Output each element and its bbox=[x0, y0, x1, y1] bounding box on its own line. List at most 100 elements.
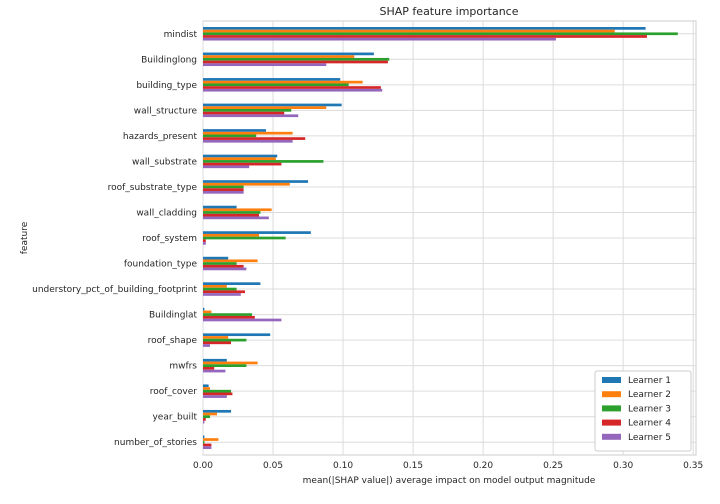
bar-learner-1 bbox=[203, 129, 267, 132]
bar-learner-2 bbox=[203, 29, 615, 33]
x-tick-label: 0.10 bbox=[333, 461, 353, 471]
bar-learner-1 bbox=[203, 205, 237, 209]
y-tick-label: Buildinglat bbox=[149, 311, 198, 321]
plot-area bbox=[202, 20, 697, 456]
bar-marks bbox=[203, 27, 678, 449]
bar-learner-2 bbox=[203, 157, 276, 161]
bar-learner-3 bbox=[203, 109, 292, 112]
bar-learner-5 bbox=[203, 165, 250, 169]
legend-swatch bbox=[602, 419, 621, 426]
bar-learner-5 bbox=[203, 420, 205, 424]
x-tick-label: 0.35 bbox=[683, 461, 703, 471]
x-tick-label: 0.20 bbox=[473, 461, 493, 471]
x-tick-label: 0.25 bbox=[543, 461, 563, 471]
bar-learner-5 bbox=[203, 190, 244, 194]
bar-learner-5 bbox=[203, 293, 241, 296]
bar-learner-1 bbox=[203, 409, 232, 413]
bar-learner-5 bbox=[203, 37, 556, 41]
bar-learner-2 bbox=[203, 182, 290, 186]
bar-learner-5 bbox=[203, 395, 227, 398]
bar-learner-3 bbox=[203, 415, 211, 419]
bar-learner-4 bbox=[203, 264, 244, 268]
y-tick-label: roof_substrate_type bbox=[108, 183, 198, 193]
bar-learner-1 bbox=[203, 27, 646, 30]
bar-learner-3 bbox=[203, 83, 349, 87]
bar-learner-5 bbox=[203, 139, 293, 143]
bar-learner-2 bbox=[203, 208, 272, 212]
y-axis-title: feature bbox=[20, 221, 30, 254]
bar-learner-4 bbox=[203, 188, 244, 191]
bar-learner-3 bbox=[203, 364, 247, 367]
bar-learner-4 bbox=[203, 443, 212, 447]
bar-learner-3 bbox=[203, 313, 253, 316]
bar-learner-4 bbox=[203, 239, 206, 243]
y-tick-label: roof_system bbox=[142, 234, 197, 244]
x-tick-label: 0.05 bbox=[263, 461, 283, 471]
legend-box bbox=[594, 370, 692, 452]
bar-learner-4 bbox=[203, 111, 285, 115]
bar-learner-4 bbox=[203, 60, 388, 64]
legend: Learner 1 Learner 2 Learner 3 Learner 4 Lear… bbox=[594, 370, 692, 452]
bar-learner-1 bbox=[203, 256, 229, 260]
bar-learner-5 bbox=[203, 369, 226, 373]
y-tick-labels: mindist Buildinglong building_type wall_str… bbox=[32, 30, 197, 448]
bar-learner-1 bbox=[203, 307, 205, 311]
legend-swatch bbox=[602, 391, 621, 398]
bar-learner-1 bbox=[203, 358, 227, 362]
bar-learner-3 bbox=[203, 338, 247, 342]
bar-learner-1 bbox=[203, 52, 374, 56]
bar-learner-1 bbox=[203, 384, 209, 388]
y-tick-label: Buildinglong bbox=[141, 55, 197, 65]
bar-learner-2 bbox=[203, 387, 211, 390]
bar-learner-1 bbox=[203, 333, 271, 337]
bar-learner-1 bbox=[203, 282, 261, 286]
bar-learner-5 bbox=[203, 318, 282, 322]
bar-learner-5 bbox=[203, 114, 299, 118]
y-tick-label: number_of_stories bbox=[114, 438, 197, 448]
y-tick-label: roof_shape bbox=[148, 336, 198, 346]
bar-learner-2 bbox=[203, 80, 363, 84]
legend-swatch bbox=[602, 433, 621, 440]
legend-label: Learner 4 bbox=[628, 419, 671, 429]
y-tick-label: roof_cover bbox=[150, 387, 198, 397]
bar-learner-4 bbox=[203, 86, 381, 89]
bar-learner-3 bbox=[203, 160, 324, 163]
bar-learner-2 bbox=[203, 131, 293, 135]
bar-learner-4 bbox=[203, 341, 232, 345]
bar-learner-4 bbox=[203, 418, 206, 421]
bar-learner-3 bbox=[203, 134, 257, 138]
bar-learner-3 bbox=[203, 185, 244, 189]
x-axis-title: mean(|SHAP value|) average impact on mod… bbox=[303, 476, 596, 486]
bar-learner-4 bbox=[203, 35, 647, 38]
bar-learner-2 bbox=[203, 336, 229, 339]
x-tick-label: 0.15 bbox=[403, 461, 423, 471]
bar-learner-2 bbox=[203, 285, 227, 288]
bar-learner-5 bbox=[203, 63, 327, 67]
bar-learner-1 bbox=[203, 78, 341, 81]
x-tick-label: 0.30 bbox=[613, 461, 633, 471]
bar-learner-1 bbox=[203, 103, 342, 107]
bar-learner-3 bbox=[203, 211, 261, 214]
bar-learner-5 bbox=[203, 446, 212, 449]
bar-learner-4 bbox=[203, 290, 246, 294]
bar-learner-4 bbox=[203, 392, 233, 396]
y-tick-label: mindist bbox=[164, 30, 198, 40]
y-tick-label: mwfrs bbox=[169, 362, 197, 372]
legend-swatch bbox=[602, 405, 621, 412]
bar-learner-5 bbox=[203, 88, 383, 92]
y-tick-label: understory_pct_of_building_footprint bbox=[32, 285, 197, 295]
bar-learner-2 bbox=[203, 106, 327, 110]
bar-learner-1 bbox=[203, 180, 309, 183]
y-tick-label: year_built bbox=[152, 413, 197, 423]
bar-learner-1 bbox=[203, 231, 311, 234]
bar-learner-4 bbox=[203, 315, 255, 319]
bar-learner-2 bbox=[203, 361, 258, 365]
legend-label: Learner 5 bbox=[628, 433, 671, 443]
x-tick-label: 0.00 bbox=[193, 461, 213, 471]
bar-learner-2 bbox=[203, 259, 258, 263]
legend-label: Learner 3 bbox=[628, 404, 671, 414]
y-tick-label: building_type bbox=[136, 81, 197, 91]
bar-learner-3 bbox=[203, 32, 678, 36]
bar-learner-2 bbox=[203, 438, 219, 441]
